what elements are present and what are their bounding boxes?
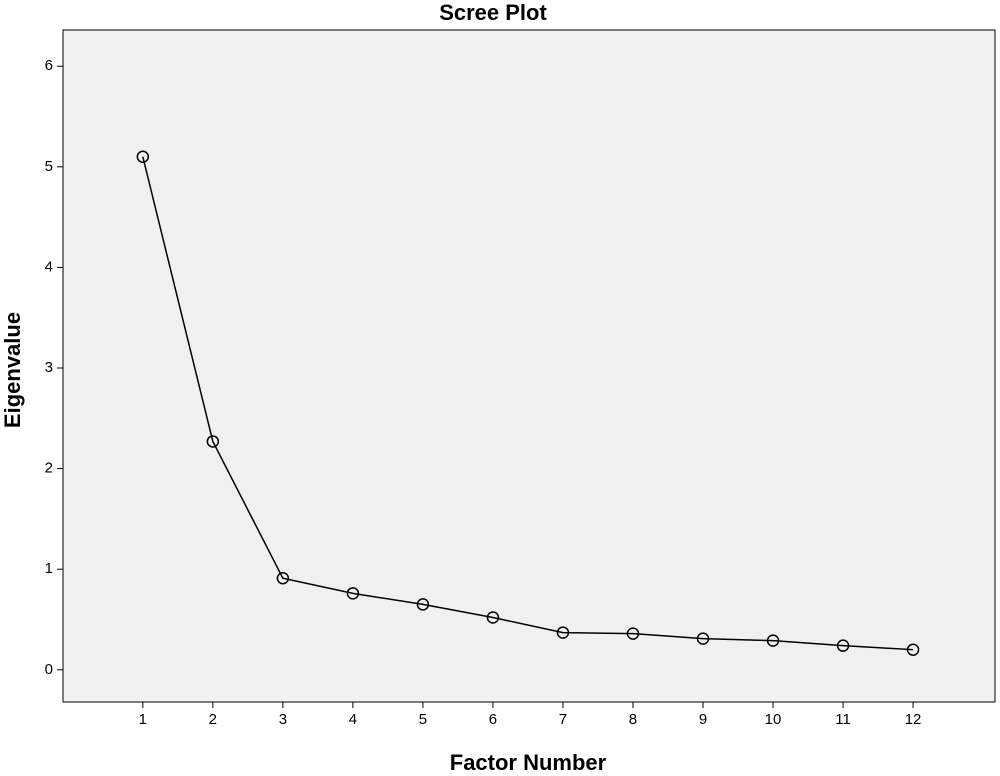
y-tick-label: 4 xyxy=(45,258,53,275)
x-tick-label: 2 xyxy=(209,711,217,728)
x-tick-label: 3 xyxy=(279,711,287,728)
x-tick-label: 4 xyxy=(349,711,357,728)
y-tick-label: 3 xyxy=(45,359,53,376)
point xyxy=(136,150,150,164)
x-tick-label: 12 xyxy=(905,711,922,728)
point xyxy=(206,435,220,448)
y-tick-label: 2 xyxy=(45,460,53,477)
point xyxy=(346,587,360,600)
point xyxy=(626,627,640,640)
y-tick-label: 6 xyxy=(45,57,53,74)
point xyxy=(906,643,920,656)
x-tick-label: 7 xyxy=(559,711,567,728)
x-tick-label: 6 xyxy=(489,711,497,728)
point xyxy=(556,626,570,639)
x-tick-label: 1 xyxy=(139,711,147,728)
x-tick-label: 10 xyxy=(765,711,782,728)
y-tick-label: 0 xyxy=(45,661,53,678)
point xyxy=(696,632,710,645)
line xyxy=(142,156,914,651)
point xyxy=(486,611,500,624)
y-axis-label: Eigenvalue xyxy=(0,312,25,428)
point xyxy=(276,572,290,585)
point xyxy=(416,598,430,611)
plot-area xyxy=(62,29,996,703)
y-tick-label: 5 xyxy=(45,158,53,175)
chart-title: Scree Plot xyxy=(439,0,547,25)
x-tick-label: 11 xyxy=(835,711,851,728)
y-tick-label: 1 xyxy=(45,560,53,577)
x-tick-label: 8 xyxy=(629,711,637,728)
point xyxy=(836,639,850,652)
point xyxy=(766,634,780,647)
x-tick-label: 9 xyxy=(699,711,707,728)
x-axis-label: Factor Number xyxy=(450,750,607,775)
x-tick-label: 5 xyxy=(419,711,427,728)
